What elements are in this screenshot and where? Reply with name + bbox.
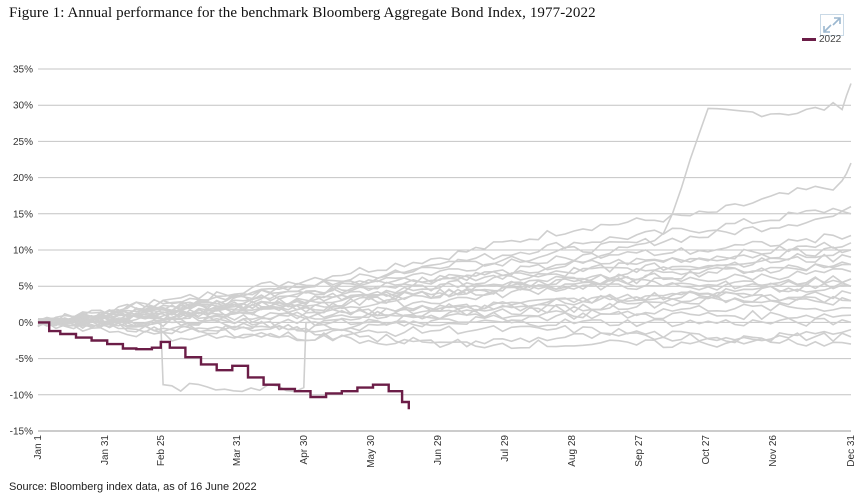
chart-title: Figure 1: Annual performance for the ben… [9,5,596,21]
y-tick-label: -10% [10,390,33,401]
x-tick-label: Mar 31 [232,435,243,467]
historical-year-line [37,321,852,343]
x-tick-label: Feb 25 [156,435,167,467]
legend-swatch-2022 [802,38,816,41]
x-tick-label: May 30 [366,435,377,468]
y-tick-label: 30% [13,101,33,112]
y-tick-label: 5% [19,282,34,293]
x-tick-label: Jan 1 [33,435,44,460]
x-tick-label: Jul 29 [500,435,511,462]
historical-year-line [37,210,852,322]
historical-year-line [37,205,852,323]
y-tick-label: 15% [13,209,33,220]
line-2022 [38,321,410,410]
historical-year-line [37,233,852,326]
historical-year-line [37,275,852,328]
x-tick-label: Aug 28 [567,435,578,467]
historical-year-line [37,281,852,393]
y-tick-label: -5% [15,354,33,365]
y-tick-label: 0% [19,318,34,329]
historical-year-line [37,162,852,324]
historical-year-line [37,309,852,334]
historical-year-line [37,246,852,324]
historical-year-line [37,318,852,349]
x-tick-label: Nov 26 [768,435,779,467]
x-axis-ticks: Jan 1 Jan 31 Feb 25 Mar 31 Apr 30 May 30 Jun 2… [33,435,857,468]
y-tick-label: 10% [13,246,33,257]
x-tick-label: Jan 31 [100,435,111,465]
y-tick-label: -15% [10,427,33,438]
y-tick-label: 25% [13,137,33,148]
historical-year-line [37,317,852,335]
historical-year-line [37,296,852,325]
y-tick-label: 20% [13,173,33,184]
historical-year-line [37,290,852,333]
y-axis-ticks: 35% 30% 25% 20% 15% 10% 5% 0% -5% -10% -15% [10,65,33,438]
legend-label-2022: 2022 [819,34,842,45]
expand-icon[interactable] [820,14,844,36]
gridlines [38,68,851,432]
historical-year-line [37,261,852,326]
x-tick-label: Oct 27 [701,435,712,465]
historical-year-line [37,317,852,350]
series-2022 [38,321,410,410]
x-tick-label: Apr 30 [299,435,310,465]
y-tick-label: 35% [13,65,33,76]
historical-series [37,83,852,393]
x-tick-label: Dec 31 [846,435,857,467]
legend: 2022 [802,34,841,45]
historical-year-line [37,83,852,325]
x-tick-label: Sep 27 [634,435,645,467]
source-note: Source: Bloomberg index data, as of 16 J… [9,481,257,493]
x-tick-label: Jun 29 [433,435,444,465]
